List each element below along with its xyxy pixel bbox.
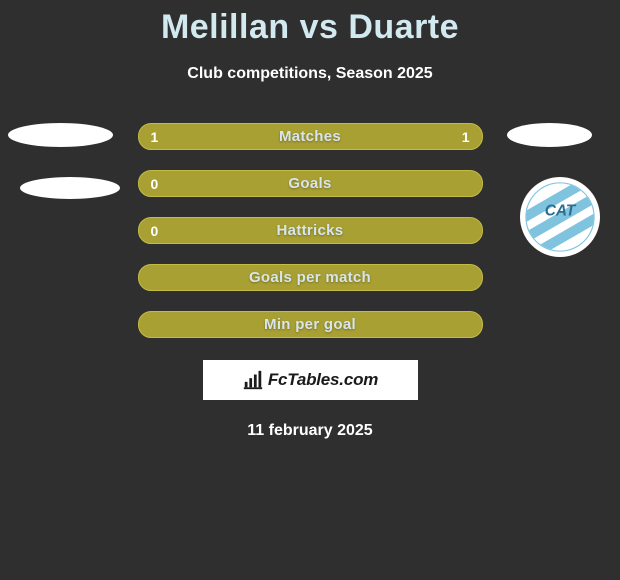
stat-left-value: 0 <box>139 171 171 196</box>
right-team-crest: CAT <box>520 177 600 257</box>
page-title: Melillan vs Duarte <box>0 0 620 47</box>
stat-left-value <box>139 265 163 290</box>
crest-text: CAT <box>545 203 577 220</box>
stat-label: Hattricks <box>277 222 344 239</box>
stat-left-value <box>139 312 163 337</box>
stat-bar-min-per-goal: Min per goal <box>138 311 483 338</box>
stat-bar-goals-per-match: Goals per match <box>138 264 483 291</box>
stat-right-value <box>458 171 482 196</box>
crest-icon: CAT <box>525 182 595 252</box>
brand-text: FcTables.com <box>268 370 378 390</box>
stat-label: Matches <box>279 128 341 145</box>
stat-right-value: 1 <box>450 124 482 149</box>
stat-right-value <box>458 265 482 290</box>
stat-left-value: 0 <box>139 218 171 243</box>
stat-label: Min per goal <box>264 316 356 333</box>
stat-label: Goals per match <box>249 269 371 286</box>
stat-label: Goals <box>288 175 331 192</box>
stat-bar-hattricks: 0 Hattricks <box>138 217 483 244</box>
stat-left-value: 1 <box>139 124 171 149</box>
stat-bar-goals: 0 Goals <box>138 170 483 197</box>
right-team-marker-top <box>507 123 592 147</box>
stat-right-value <box>458 218 482 243</box>
subtitle: Club competitions, Season 2025 <box>0 65 620 83</box>
date-text: 11 february 2025 <box>0 422 620 440</box>
stat-bar-matches: 1 Matches 1 <box>138 123 483 150</box>
stat-right-value <box>458 312 482 337</box>
left-team-marker-2 <box>20 177 120 199</box>
bar-chart-icon <box>242 369 264 391</box>
stats-area: CAT 1 Matches 1 0 Goals 0 Hattricks Goal… <box>0 123 620 338</box>
left-team-marker-1 <box>8 123 113 147</box>
brand-box: FcTables.com <box>203 360 418 400</box>
